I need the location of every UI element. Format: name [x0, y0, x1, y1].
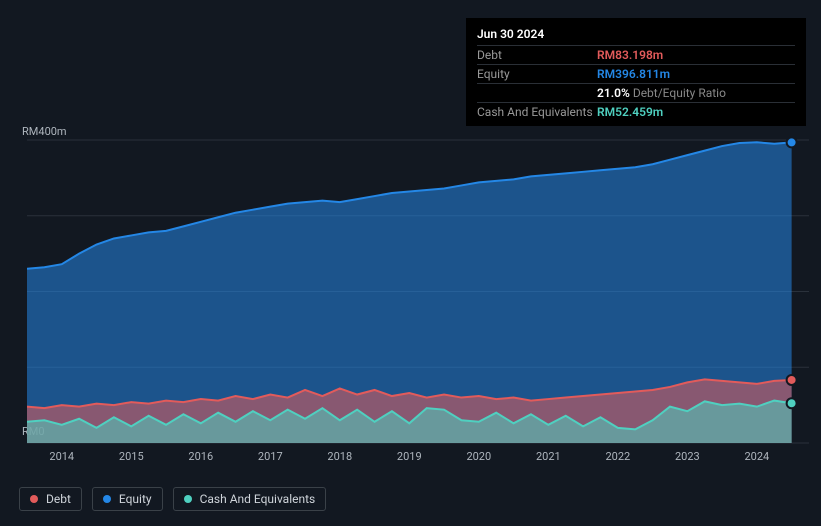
- tooltip-row-label: [477, 84, 597, 103]
- x-tick-label: 2024: [744, 450, 769, 463]
- x-tick-label: 2018: [327, 450, 352, 463]
- x-tick-label: 2021: [536, 450, 561, 463]
- tooltip-row-value: RM83.198m: [597, 46, 795, 65]
- tooltip-row-value: 21.0% Debt/Equity Ratio: [597, 84, 795, 103]
- legend-label: Cash And Equivalents: [200, 492, 316, 506]
- x-tick-label: 2014: [49, 450, 74, 463]
- legend-item-equity[interactable]: Equity: [92, 487, 163, 511]
- legend-dot-icon: [103, 495, 111, 503]
- tooltip-table: DebtRM83.198mEquityRM396.811m21.0% Debt/…: [477, 45, 795, 121]
- legend-item-cash[interactable]: Cash And Equivalents: [173, 487, 327, 511]
- tooltip-row-value: RM52.459m: [597, 103, 795, 122]
- x-tick-label: 2019: [397, 450, 422, 463]
- x-axis-labels: 2014 2015 2016 2017 2018 2019 2020 2021 2022 2023…: [27, 450, 809, 466]
- tooltip-row-label: Equity: [477, 65, 597, 84]
- legend-label: Equity: [119, 492, 152, 506]
- tooltip-date: Jun 30 2024: [477, 25, 795, 45]
- x-tick-label: 2017: [258, 450, 283, 463]
- x-tick-label: 2022: [605, 450, 630, 463]
- tooltip-row-label: Debt: [477, 46, 597, 65]
- legend-dot-icon: [184, 495, 192, 503]
- x-tick-label: 2020: [466, 450, 491, 463]
- chart-tooltip: Jun 30 2024 DebtRM83.198mEquityRM396.811…: [466, 18, 806, 126]
- tooltip-row-value: RM396.811m: [597, 65, 795, 84]
- legend-label: Debt: [46, 492, 71, 506]
- x-tick-label: 2023: [675, 450, 700, 463]
- chart-container: RM0RM400m 201420152016201720182019202020…: [0, 0, 821, 526]
- chart-legend: Debt Equity Cash And Equivalents: [19, 487, 326, 511]
- legend-dot-icon: [30, 495, 38, 503]
- x-tick-label: 2015: [119, 450, 144, 463]
- legend-item-debt[interactable]: Debt: [19, 487, 82, 511]
- x-tick-label: 2016: [188, 450, 213, 463]
- tooltip-row-label: Cash And Equivalents: [477, 103, 597, 122]
